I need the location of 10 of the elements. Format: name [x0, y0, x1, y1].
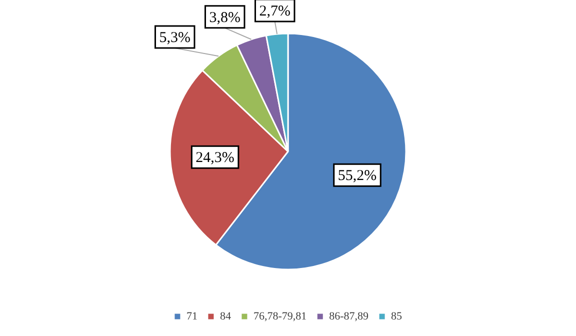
data-label: 3,8%: [209, 10, 240, 26]
legend-label: 85: [391, 310, 403, 322]
data-label: 55,2%: [338, 168, 377, 184]
legend-label: 86-87,89: [329, 310, 370, 322]
data-label: 2,7%: [259, 3, 290, 20]
data-label: 5,3%: [159, 30, 190, 46]
legend-label: 76,78-79,81: [253, 310, 307, 322]
legend-label: 71: [186, 310, 198, 322]
legend-label: 84: [220, 310, 232, 322]
data-label: 24,3%: [196, 150, 234, 166]
